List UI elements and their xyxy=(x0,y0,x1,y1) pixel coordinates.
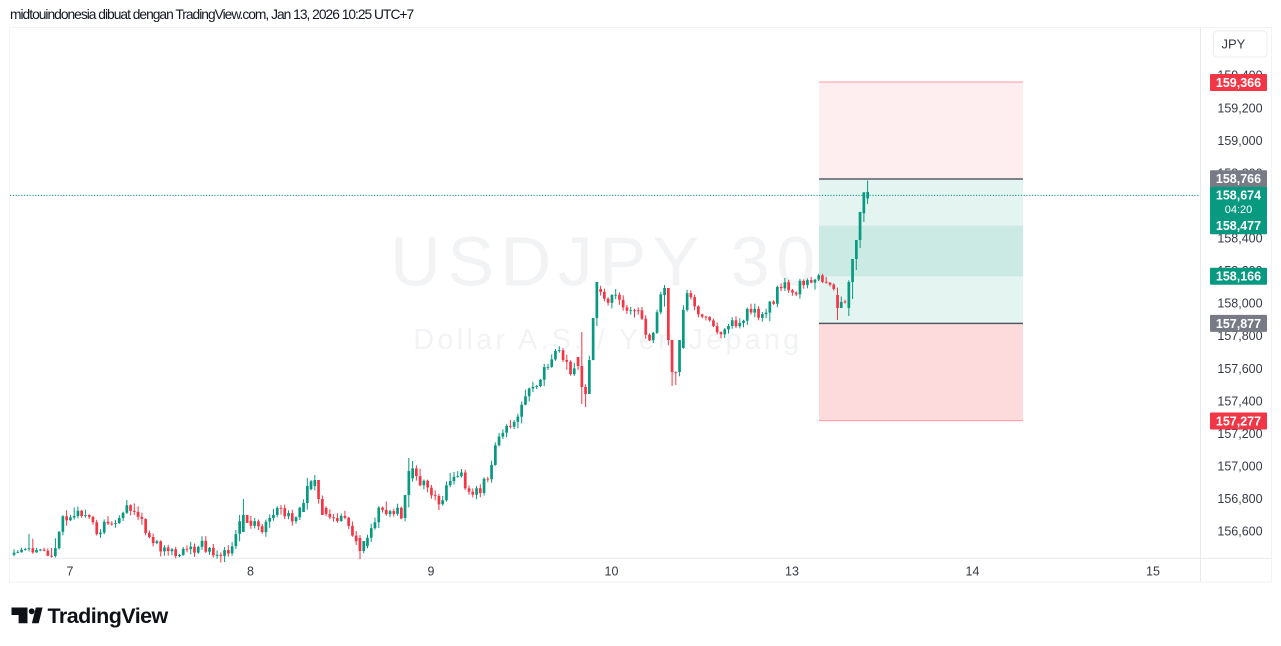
svg-text:04:20: 04:20 xyxy=(1225,204,1253,216)
svg-text:15: 15 xyxy=(1146,565,1160,579)
svg-text:156,600: 156,600 xyxy=(1217,525,1262,539)
svg-text:156,800: 156,800 xyxy=(1217,492,1262,506)
svg-text:158,166: 158,166 xyxy=(1216,270,1261,284)
svg-text:JPY: JPY xyxy=(1222,37,1246,52)
svg-text:157,877: 157,877 xyxy=(1216,317,1261,331)
svg-text:157,000: 157,000 xyxy=(1217,460,1262,474)
svg-text:157,200: 157,200 xyxy=(1217,427,1262,441)
svg-text:157,277: 157,277 xyxy=(1216,414,1261,428)
svg-text:158,766: 158,766 xyxy=(1216,172,1261,186)
svg-text:158,477: 158,477 xyxy=(1216,219,1261,233)
svg-text:158,000: 158,000 xyxy=(1217,297,1262,311)
svg-text:157,400: 157,400 xyxy=(1217,394,1262,408)
svg-text:157,800: 157,800 xyxy=(1217,329,1262,343)
svg-text:13: 13 xyxy=(785,565,799,579)
svg-text:USDJPY 30: USDJPY 30 xyxy=(390,223,822,301)
svg-text:14: 14 xyxy=(966,565,980,579)
svg-text:TradingView: TradingView xyxy=(48,604,169,628)
svg-text:159,200: 159,200 xyxy=(1217,101,1262,115)
svg-text:158,674: 158,674 xyxy=(1216,189,1261,203)
svg-text:midtouindonesia dibuat dengan: midtouindonesia dibuat dengan TradingVie… xyxy=(10,7,413,22)
svg-text:Dollar A.S. / Yen Jepang: Dollar A.S. / Yen Jepang xyxy=(414,324,803,356)
svg-text:159,000: 159,000 xyxy=(1217,134,1262,148)
svg-text:10: 10 xyxy=(605,565,619,579)
svg-text:7: 7 xyxy=(67,565,74,579)
svg-text:9: 9 xyxy=(428,565,435,579)
svg-text:158,400: 158,400 xyxy=(1217,232,1262,246)
svg-text:8: 8 xyxy=(247,565,254,579)
svg-text:157,600: 157,600 xyxy=(1217,362,1262,376)
svg-text:159,366: 159,366 xyxy=(1216,76,1261,90)
